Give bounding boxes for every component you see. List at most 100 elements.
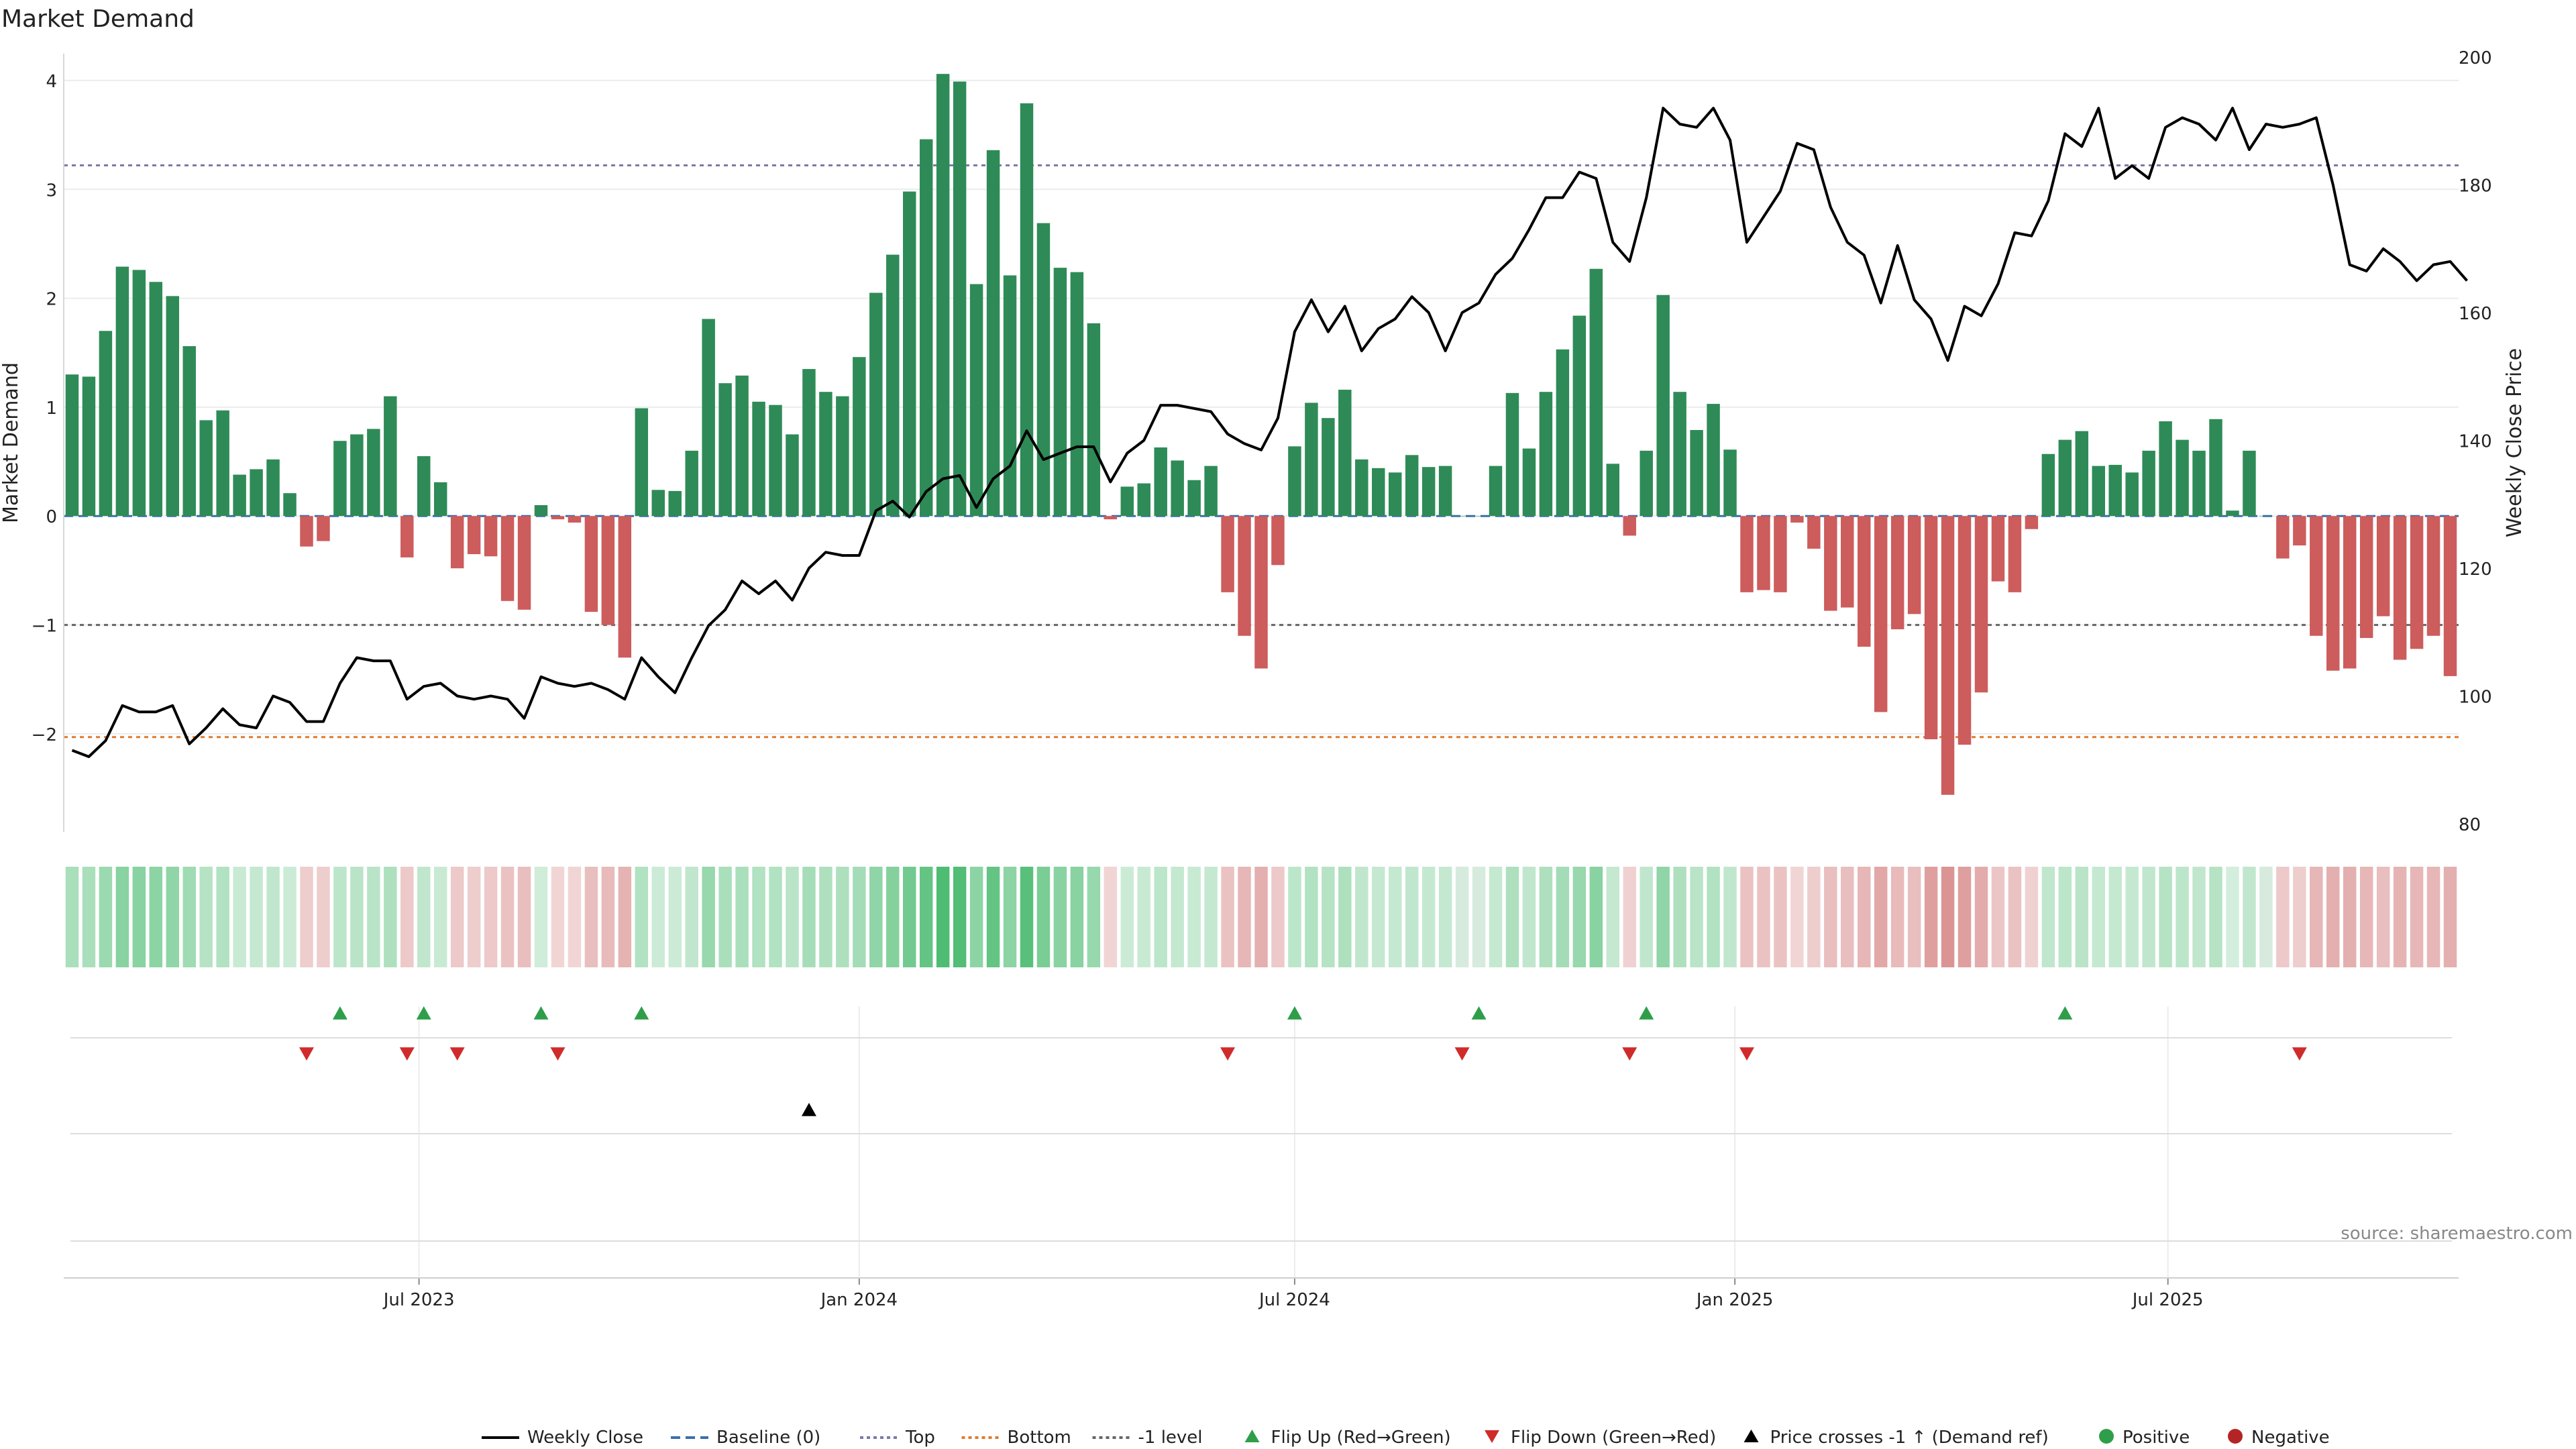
heat-cell xyxy=(2376,867,2390,967)
heat-cell xyxy=(1907,867,1921,967)
legend-swatch-triangle-up xyxy=(1743,1430,1759,1442)
demand-bar xyxy=(2125,472,2139,517)
demand-bar xyxy=(953,81,967,517)
heat-cell xyxy=(1455,867,1469,967)
legend-item: Price crosses -1 ↑ (Demand ref) xyxy=(1743,1428,2049,1448)
legend-swatch-circle xyxy=(2099,1429,2114,1444)
legend-label: Bottom xyxy=(1008,1428,1071,1448)
demand-bar xyxy=(1020,103,1034,517)
heat-cell xyxy=(786,867,799,967)
demand-bar xyxy=(65,374,79,517)
heat-cell xyxy=(1623,867,1636,967)
heat-cell xyxy=(752,867,765,967)
demand-bar xyxy=(601,516,615,625)
demand-bar xyxy=(317,516,330,541)
left-tick-label: 2 xyxy=(46,290,57,310)
demand-bar xyxy=(702,319,715,517)
heat-cell xyxy=(2259,867,2273,967)
heat-cell xyxy=(333,867,347,967)
demand-bar xyxy=(1623,516,1636,536)
heat-cell xyxy=(853,867,866,967)
demand-bar xyxy=(1036,223,1051,517)
left-tick-label: −2 xyxy=(32,725,57,745)
demand-bar xyxy=(1254,516,1268,669)
heat-cell xyxy=(1405,867,1419,967)
heat-cell xyxy=(1388,867,1402,967)
heat-cell xyxy=(902,867,916,967)
demand-bar xyxy=(367,429,380,517)
heat-cell xyxy=(1154,867,1167,967)
demand-bar xyxy=(1572,315,1587,517)
demand-bar xyxy=(1774,516,1787,592)
heat-cell xyxy=(2142,867,2155,967)
heat-cell xyxy=(1673,867,1686,967)
demand-bar xyxy=(2092,466,2105,517)
demand-bar xyxy=(551,516,565,520)
demand-bar xyxy=(1707,404,1720,517)
heat-cell xyxy=(1757,867,1770,967)
demand-bar xyxy=(1204,466,1218,517)
legend-item: Top xyxy=(860,1428,935,1448)
heat-cell xyxy=(2293,867,2306,967)
demand-bar xyxy=(1104,516,1118,520)
heat-cell xyxy=(1774,867,1787,967)
demand-bar xyxy=(2259,516,2273,517)
x-tick-label: Jan 2025 xyxy=(1695,1290,1774,1310)
demand-bar xyxy=(2310,516,2323,636)
grid-lines xyxy=(64,79,2459,1278)
heat-cell xyxy=(1288,867,1301,967)
demand-bar xyxy=(1271,516,1285,566)
demand-bar xyxy=(635,408,649,517)
demand-bar xyxy=(969,284,983,517)
demand-bar xyxy=(1137,483,1150,517)
demand-bar xyxy=(2209,419,2222,517)
heat-cell xyxy=(1472,867,1486,967)
heat-cell xyxy=(500,867,515,967)
heat-cell xyxy=(584,867,598,967)
heat-cell xyxy=(2075,867,2089,967)
heat-cell xyxy=(1372,867,1385,967)
heat-cell xyxy=(1656,867,1670,967)
demand-bars xyxy=(65,74,2457,795)
heat-cell xyxy=(1104,867,1118,967)
legend-item: Flip Up (Red→Green) xyxy=(1244,1428,1451,1448)
heat-cell xyxy=(1187,867,1201,967)
left-tick-label: 0 xyxy=(46,507,57,527)
heat-cell xyxy=(568,867,582,967)
heat-cell xyxy=(65,867,79,967)
heat-cell xyxy=(601,867,615,967)
demand-bar xyxy=(1171,460,1184,517)
demand-bar xyxy=(1221,516,1234,592)
demand-bar xyxy=(668,490,682,517)
demand-bar xyxy=(1003,275,1017,517)
flip-up-marker xyxy=(533,1006,549,1020)
demand-bar xyxy=(752,401,765,517)
heat-cell xyxy=(1421,867,1436,967)
demand-bar xyxy=(1505,392,1519,517)
demand-bar xyxy=(99,331,113,517)
demand-bar xyxy=(1522,448,1536,517)
demand-bar xyxy=(618,516,632,658)
demand-bar xyxy=(902,191,916,517)
heat-cell xyxy=(1556,867,1570,967)
heat-cell xyxy=(2176,867,2189,967)
demand-bar xyxy=(1120,486,1134,517)
heat-cell xyxy=(1137,867,1150,967)
right-tick-label: 140 xyxy=(2459,432,2492,452)
heat-cell xyxy=(1070,867,1084,967)
heat-cell xyxy=(2326,867,2340,967)
heat-cell xyxy=(384,867,397,967)
heat-cell xyxy=(1723,867,1737,967)
demand-bar xyxy=(1874,516,1888,712)
demand-bar xyxy=(1790,516,1804,523)
demand-bar xyxy=(2176,439,2189,517)
flip-down-marker xyxy=(1454,1047,1470,1061)
heat-cell xyxy=(869,867,883,967)
heat-cell xyxy=(2443,867,2457,967)
demand-bar xyxy=(1807,516,1821,549)
demand-bar xyxy=(769,405,782,517)
heat-cell xyxy=(1489,867,1503,967)
demand-bar xyxy=(2108,464,2122,517)
legend-label: Positive xyxy=(2123,1428,2190,1448)
right-tick-label: 160 xyxy=(2459,304,2492,324)
